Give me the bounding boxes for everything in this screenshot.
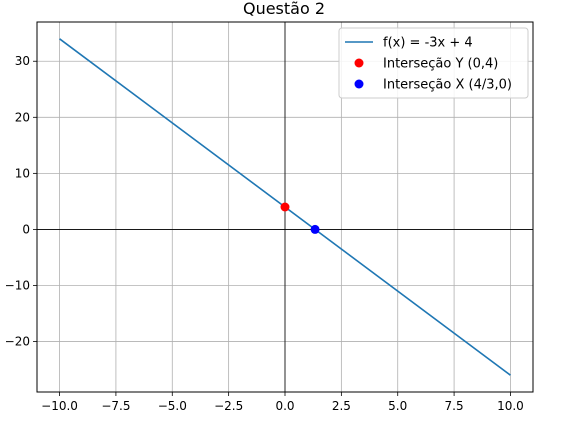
- data-point: [280, 202, 290, 212]
- x-tick-label: −2.5: [214, 399, 243, 413]
- y-tick-label: 10: [15, 166, 30, 180]
- x-tick-label: −10.0: [41, 399, 78, 413]
- x-tick-label: −5.0: [158, 399, 187, 413]
- legend-label: Interseção Y (0,4): [383, 57, 498, 72]
- x-tick-label: 2.5: [332, 399, 351, 413]
- y-axis: 30 20 10 0 −10 −20: [5, 54, 37, 349]
- y-tick-label: 0: [22, 222, 30, 236]
- legend-label: Interseção X (4/3,0): [383, 78, 512, 93]
- plot-area: [59, 38, 511, 376]
- legend-box: [338, 27, 529, 99]
- y-tick-label: −10: [5, 278, 30, 292]
- x-tick-label: 5.0: [388, 399, 407, 413]
- legend: f(x) = -3x + 4 Interseção Y (0,4) Interseç…: [338, 27, 529, 99]
- legend-marker-swatch: [354, 58, 364, 68]
- chart-title: Questão 2: [243, 0, 325, 18]
- y-tick-label: −20: [5, 335, 30, 349]
- x-axis: −10.0 −7.5 −5.0 −2.5 0.0 2.5 5.0 7.5 10.0: [41, 392, 524, 413]
- y-tick-label: 20: [15, 110, 30, 124]
- legend-label: f(x) = -3x + 4: [383, 36, 473, 51]
- x-tick-label: 7.5: [445, 399, 464, 413]
- y-tick-label: 30: [15, 54, 30, 68]
- legend-marker-swatch: [354, 79, 364, 89]
- x-tick-label: −7.5: [101, 399, 130, 413]
- data-point: [310, 224, 320, 234]
- x-tick-label: 0.0: [275, 399, 294, 413]
- x-tick-label: 10.0: [497, 399, 524, 413]
